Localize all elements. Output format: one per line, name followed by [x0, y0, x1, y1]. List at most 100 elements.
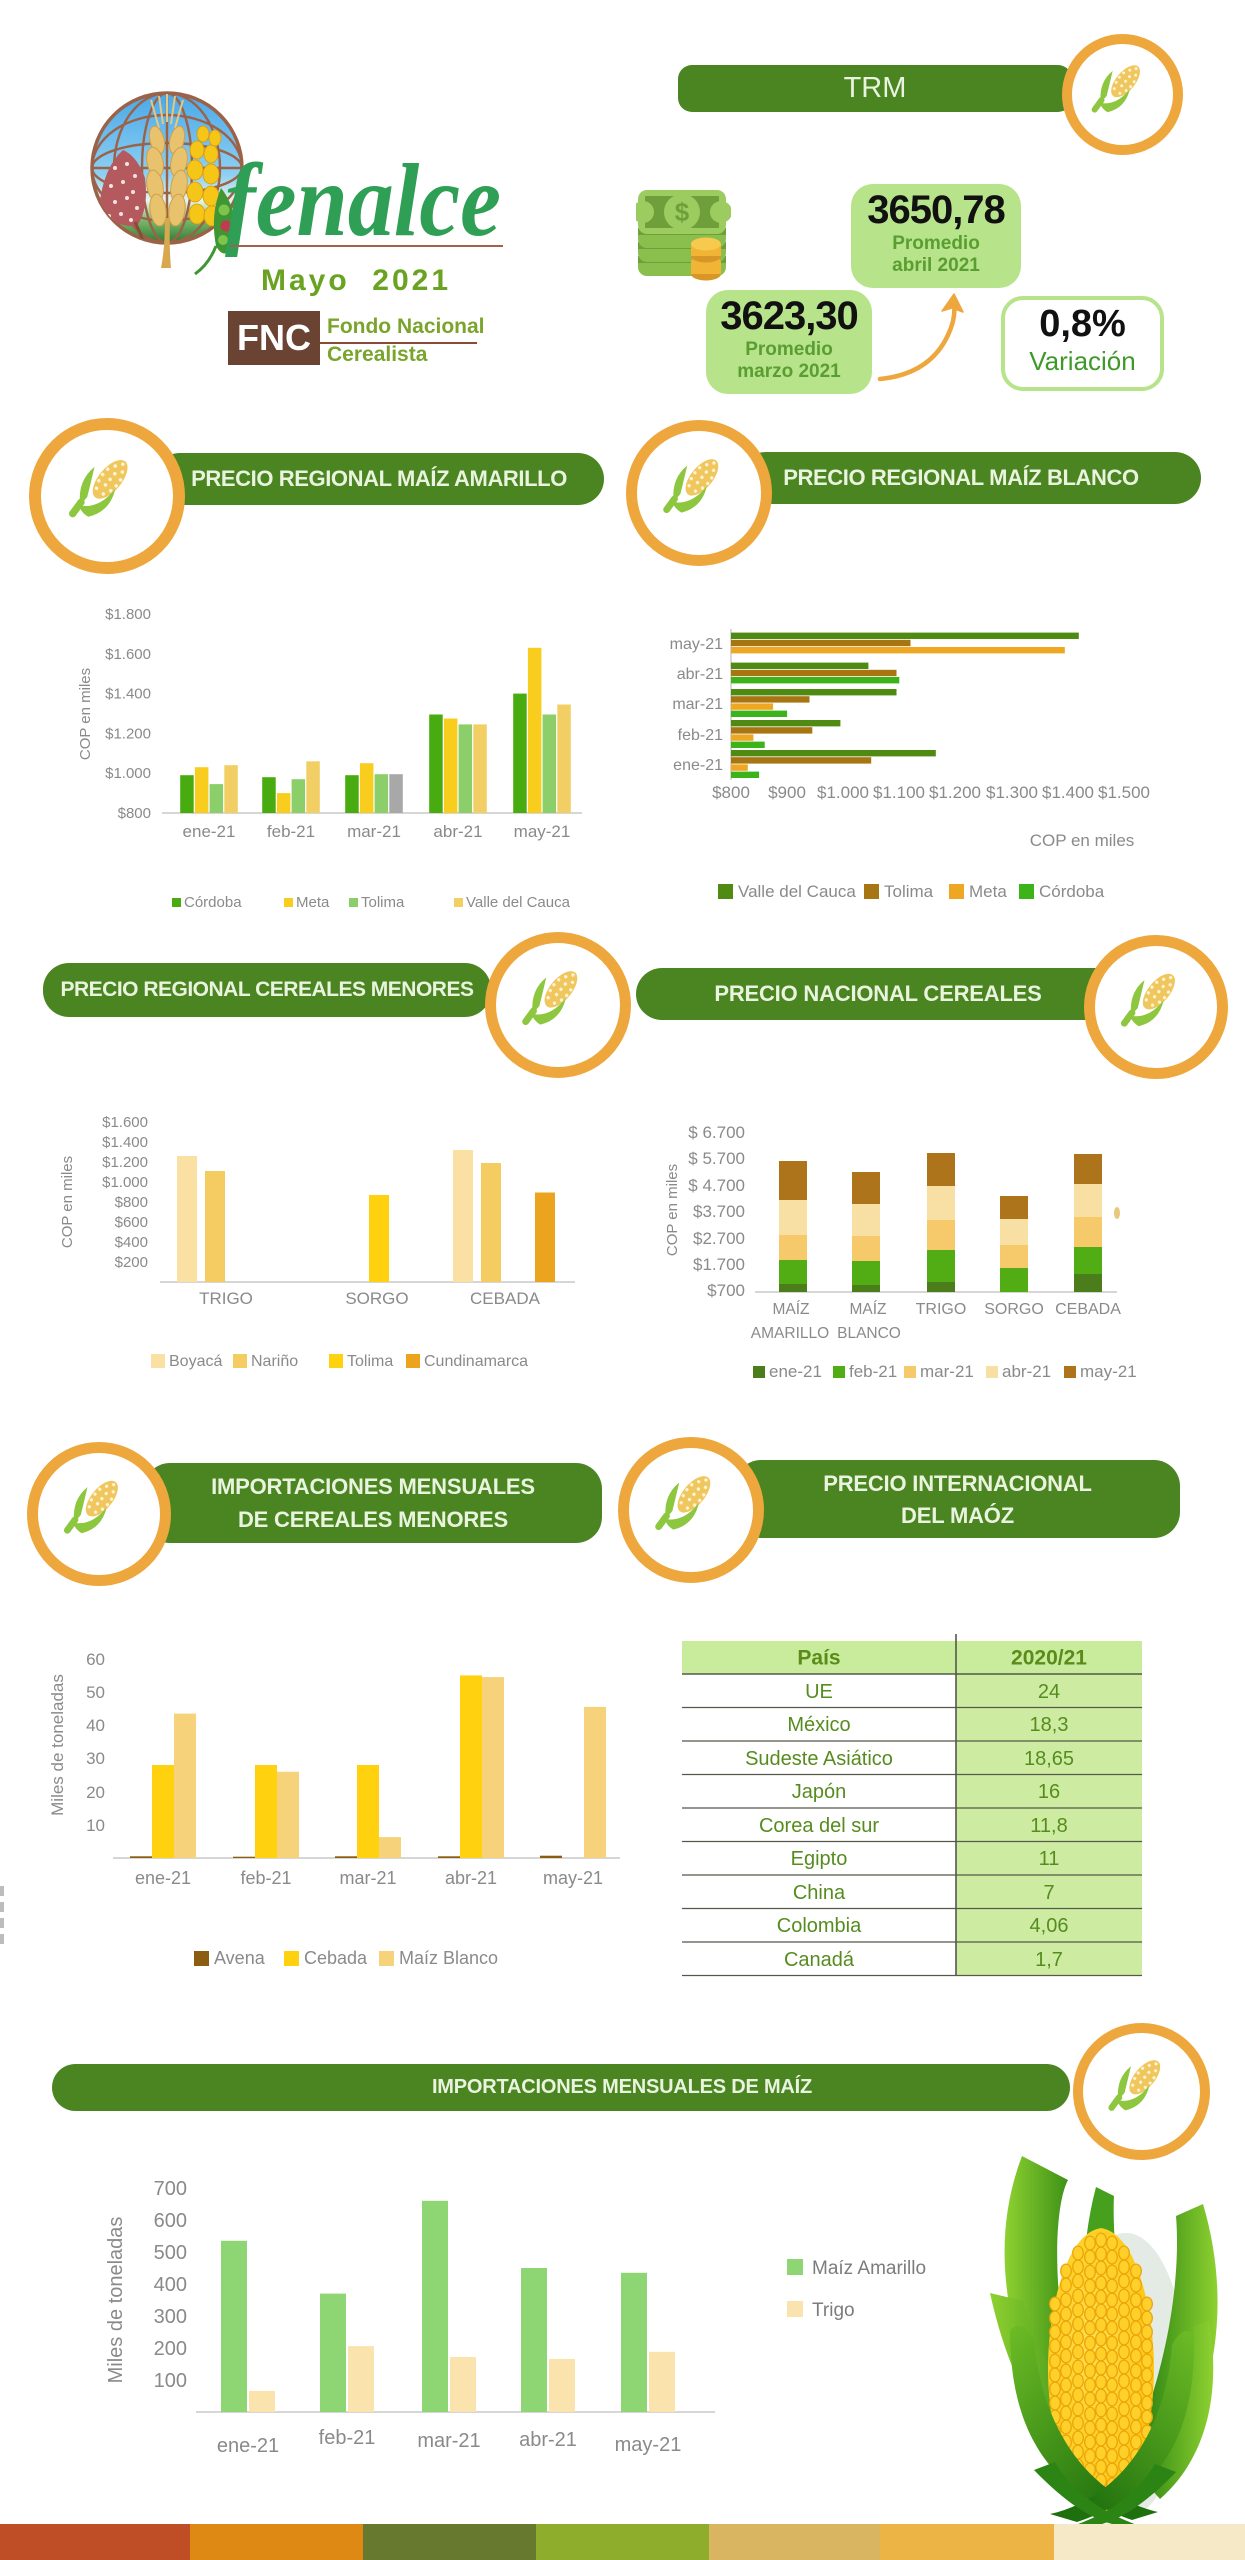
svg-text:Valle del Cauca: Valle del Cauca	[738, 882, 856, 901]
svg-text:Cebada: Cebada	[304, 1948, 368, 1968]
svg-text:SORGO: SORGO	[345, 1289, 408, 1308]
svg-text:$1.100: $1.100	[873, 783, 925, 802]
svg-text:Meta: Meta	[296, 894, 330, 911]
svg-text:7: 7	[1043, 1882, 1054, 1904]
svg-text:Corea del sur: Corea del sur	[759, 1815, 879, 1837]
svg-text:Córdoba: Córdoba	[1039, 882, 1105, 901]
svg-text:Canadá: Canadá	[784, 1949, 855, 1971]
svg-text:300: 300	[154, 2306, 187, 2328]
svg-text:700: 700	[154, 2178, 187, 2200]
svg-text:$1.600: $1.600	[105, 646, 151, 663]
svg-text:may-21: may-21	[615, 2434, 682, 2456]
svg-text:CEBADA: CEBADA	[470, 1289, 541, 1308]
svg-text:4,06: 4,06	[1030, 1915, 1069, 1937]
svg-text:TRIGO: TRIGO	[199, 1289, 253, 1308]
svg-text:abr-21: abr-21	[445, 1868, 497, 1888]
svg-text:mar-21: mar-21	[672, 696, 723, 713]
svg-text:may-21: may-21	[543, 1868, 603, 1888]
svg-text:$1.700: $1.700	[693, 1255, 745, 1274]
svg-text:Miles de toneladas: Miles de toneladas	[105, 2217, 127, 2384]
svg-text:$1.400: $1.400	[1042, 783, 1094, 802]
svg-text:$1.200: $1.200	[929, 783, 981, 802]
svg-text:11: 11	[1039, 1848, 1060, 1870]
svg-text:$800: $800	[118, 805, 151, 822]
svg-text:ene-21: ene-21	[673, 757, 723, 774]
svg-text:mar-21: mar-21	[347, 822, 401, 841]
svg-text:60: 60	[86, 1650, 105, 1669]
svg-text:Tolima: Tolima	[347, 1353, 393, 1370]
svg-text:$1.200: $1.200	[105, 725, 151, 742]
svg-text:Meta: Meta	[969, 882, 1007, 901]
svg-text:$1.800: $1.800	[105, 606, 151, 623]
svg-text:fenalce: fenalce	[225, 143, 501, 258]
svg-text:$1.400: $1.400	[102, 1134, 148, 1151]
svg-text:200: 200	[154, 2338, 187, 2360]
svg-text:País: País	[797, 1647, 840, 1670]
svg-text:$1.000: $1.000	[102, 1174, 148, 1191]
svg-text:Córdoba: Córdoba	[184, 894, 242, 911]
svg-text:500: 500	[154, 2242, 187, 2264]
svg-text:100: 100	[154, 2370, 187, 2392]
svg-text:Sudeste Asiático: Sudeste Asiático	[745, 1748, 893, 1770]
svg-text:Cundinamarca: Cundinamarca	[424, 1353, 528, 1370]
svg-text:Tolima: Tolima	[361, 894, 405, 911]
svg-text:mar-21: mar-21	[417, 2430, 480, 2452]
svg-text:$3.700: $3.700	[693, 1202, 745, 1221]
svg-text:ene-21: ene-21	[135, 1868, 191, 1888]
svg-text:ene-21: ene-21	[769, 1362, 822, 1381]
svg-text:ene-21: ene-21	[217, 2435, 279, 2457]
svg-text:may-21: may-21	[670, 636, 723, 653]
svg-text:$600: $600	[115, 1214, 148, 1231]
svg-text:20: 20	[86, 1783, 105, 1802]
svg-text:Colombia: Colombia	[777, 1915, 862, 1937]
svg-text:$ 6.700: $ 6.700	[688, 1123, 745, 1142]
svg-text:abr-21: abr-21	[433, 822, 482, 841]
svg-text:50: 50	[86, 1683, 105, 1702]
svg-text:feb-21: feb-21	[240, 1868, 291, 1888]
svg-text:$1.000: $1.000	[105, 765, 151, 782]
svg-text:18,65: 18,65	[1024, 1748, 1074, 1770]
svg-text:$2.700: $2.700	[693, 1229, 745, 1248]
svg-text:mar-21: mar-21	[339, 1868, 396, 1888]
svg-text:COP en miles: COP en miles	[664, 1164, 681, 1256]
svg-text:Maíz Blanco: Maíz Blanco	[399, 1948, 498, 1968]
svg-text:abr-21: abr-21	[1002, 1362, 1051, 1381]
svg-text:$700: $700	[707, 1281, 745, 1300]
svg-text:Miles de toneladas: Miles de toneladas	[48, 1674, 67, 1816]
svg-text:Japón: Japón	[792, 1781, 847, 1803]
svg-text:COP en miles: COP en miles	[77, 668, 94, 760]
svg-text:UE: UE	[805, 1681, 833, 1703]
svg-text:abr-21: abr-21	[677, 666, 723, 683]
svg-text:11,8: 11,8	[1030, 1815, 1067, 1837]
svg-text:$ 4.700: $ 4.700	[688, 1176, 745, 1195]
svg-text:Tolima: Tolima	[884, 882, 934, 901]
svg-text:China: China	[793, 1882, 846, 1904]
svg-text:Avena: Avena	[214, 1948, 266, 1968]
svg-text:18,3: 18,3	[1030, 1714, 1069, 1736]
svg-text:TRIGO: TRIGO	[916, 1301, 967, 1318]
svg-text:mar-21: mar-21	[920, 1362, 974, 1381]
svg-text:$ 5.700: $ 5.700	[688, 1149, 745, 1168]
svg-text:2020/21: 2020/21	[1011, 1647, 1087, 1670]
svg-text:feb-21: feb-21	[849, 1362, 897, 1381]
svg-text:$1.300: $1.300	[986, 783, 1038, 802]
svg-text:24: 24	[1038, 1681, 1060, 1703]
svg-text:10: 10	[86, 1816, 105, 1835]
svg-text:MAÍZ: MAÍZ	[772, 1301, 809, 1318]
svg-text:Egipto: Egipto	[791, 1848, 848, 1870]
svg-text:CEBADA: CEBADA	[1055, 1301, 1121, 1318]
svg-text:ene-21: ene-21	[183, 822, 236, 841]
svg-text:AMARILLO: AMARILLO	[751, 1325, 829, 1342]
svg-text:Boyacá: Boyacá	[169, 1353, 222, 1370]
svg-text:$1.500: $1.500	[1098, 783, 1150, 802]
svg-text:may-21: may-21	[1080, 1362, 1137, 1381]
svg-text:$200: $200	[115, 1254, 148, 1271]
svg-text:$400: $400	[115, 1234, 148, 1251]
svg-text:Nariño: Nariño	[251, 1353, 298, 1370]
svg-text:$1.600: $1.600	[102, 1114, 148, 1131]
svg-text:600: 600	[154, 2210, 187, 2232]
svg-text:30: 30	[86, 1749, 105, 1768]
svg-text:BLANCO: BLANCO	[837, 1325, 901, 1342]
svg-text:400: 400	[154, 2274, 187, 2296]
svg-text:Valle del Cauca: Valle del Cauca	[466, 894, 571, 911]
